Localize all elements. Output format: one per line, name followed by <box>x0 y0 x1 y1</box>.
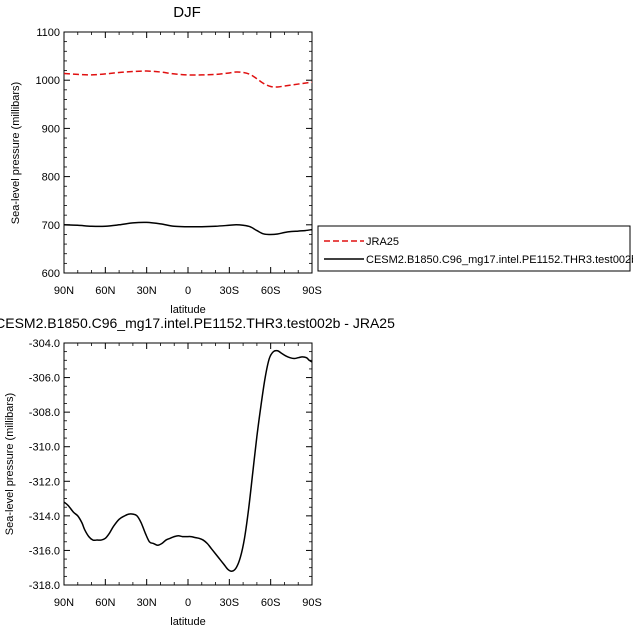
legend: JRA25 CESM2.B1850.C96_mg17.intel.PE1152.… <box>317 225 633 272</box>
x-tick-label: 0 <box>185 285 191 297</box>
top-panel-y-axis-label: Sea-level pressure (millibars) <box>10 82 22 224</box>
y-tick-label: -308.0 <box>29 407 60 419</box>
y-tick-label: 1100 <box>36 27 60 39</box>
series-line-1-0 <box>63 349 313 572</box>
x-tick-label: 60N <box>95 285 115 297</box>
x-tick-label: 90N <box>54 285 74 297</box>
bottom-panel-y-ticks: -318.0 -316.0 -314.0 -312.0 -310.0 -308.0 -306… <box>29 338 312 592</box>
y-tick-label: 900 <box>42 123 60 135</box>
bottom-panel-series <box>63 349 313 572</box>
x-tick-label: 30N <box>137 597 157 609</box>
top-panel-x-axis-label: latitude <box>170 304 205 316</box>
bottom-panel: CESM2.B1850.C96_mg17.intel.PE1152.THR3.t… <box>0 315 395 628</box>
top-panel: DJF 600 700 800 900 1000 1100 90N 60N 30N 0 30S 60… <box>10 4 322 316</box>
top-panel-y-ticks: 600 700 800 900 1000 1100 <box>36 27 312 280</box>
top-panel-plot-frame <box>63 31 313 274</box>
bottom-panel-plot-frame <box>63 342 313 586</box>
y-tick-label: -318.0 <box>29 580 60 592</box>
legend-label-jra25: JRA25 <box>366 236 399 248</box>
bottom-panel-x-ticks: 90N 60N 30N 0 30S 60S 90S <box>54 343 322 609</box>
y-tick-label: -310.0 <box>29 442 60 454</box>
x-tick-label: 90N <box>54 597 74 609</box>
x-tick-label: 60N <box>95 597 115 609</box>
y-tick-label: 1000 <box>36 75 60 87</box>
top-panel-x-ticks: 90N 60N 30N 0 30S 60S 90S <box>54 32 322 297</box>
y-tick-label: -314.0 <box>29 511 60 523</box>
top-panel-series <box>63 70 313 236</box>
y-tick-label: -312.0 <box>29 476 60 488</box>
series-line-0-1 <box>63 221 313 236</box>
bottom-panel-title: CESM2.B1850.C96_mg17.intel.PE1152.THR3.t… <box>0 315 395 331</box>
series-line-0-0 <box>63 70 313 88</box>
bottom-panel-x-axis-label: latitude <box>170 616 205 628</box>
y-tick-label: -316.0 <box>29 545 60 557</box>
x-tick-label: 30S <box>220 597 240 609</box>
x-tick-label: 90S <box>302 285 322 297</box>
y-tick-label: -304.0 <box>29 338 60 350</box>
x-tick-label: 90S <box>302 597 322 609</box>
legend-label-cesm2: CESM2.B1850.C96_mg17.intel.PE1152.THR3.t… <box>366 254 633 266</box>
x-tick-label: 30S <box>220 285 240 297</box>
x-tick-label: 0 <box>185 597 191 609</box>
y-tick-label: -306.0 <box>29 373 60 385</box>
y-tick-label: 600 <box>42 268 60 280</box>
x-tick-label: 30N <box>137 285 157 297</box>
x-tick-label: 60S <box>261 597 281 609</box>
top-panel-title: DJF <box>173 4 201 21</box>
y-tick-label: 700 <box>42 220 60 232</box>
x-tick-label: 60S <box>261 285 281 297</box>
y-tick-label: 800 <box>42 172 60 184</box>
legend-box <box>317 225 631 272</box>
bottom-panel-y-axis-label: Sea-level pressure (millibars) <box>4 393 16 535</box>
